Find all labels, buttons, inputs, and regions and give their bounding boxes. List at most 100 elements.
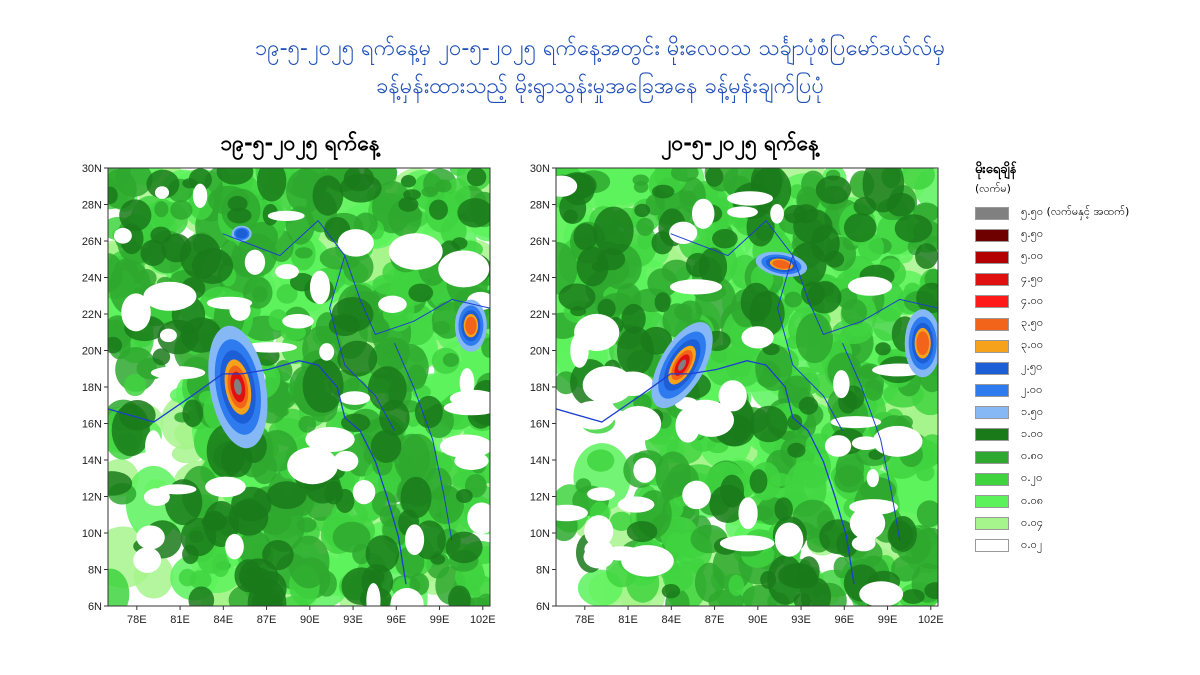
lon-tick-label: 90E xyxy=(300,614,320,626)
lat-tick-label: 16N xyxy=(530,419,550,431)
panel-title-day-1: ၁၉-၅-၂၀၂၅ ရက်နေ့ xyxy=(220,131,380,155)
legend-item: ၁.၀၀ xyxy=(975,424,1195,446)
lon-tick-label: 87E xyxy=(257,614,277,626)
legend-unit: (လက်မ) xyxy=(975,182,1011,195)
rainfall-map-day-1: 30N 28N 26N 24N 22N 20N 18N 16N 14N 12N 10N 8N 6N 78E… xyxy=(82,163,496,626)
lon-tick-label: 102E xyxy=(918,614,944,626)
lat-tick-label: 8N xyxy=(536,565,550,577)
lat-tick-label: 24N xyxy=(530,273,550,285)
legend-label: ၂.၅၀ xyxy=(1021,360,1043,374)
legend-swatch xyxy=(975,517,1009,531)
legend-swatch xyxy=(975,273,1009,287)
legend-item: ၂.၀၀ xyxy=(975,380,1195,402)
lat-tick-label: 10N xyxy=(530,528,550,540)
main-title-line-1: ၁၉-၅-၂၀၂၅ ရက်နေ့မှ ၂၀-၅-၂၀၂၅ ရက်နေ့အတွင်… xyxy=(254,36,946,61)
rainfall-map-day-2: 30N 28N 26N 24N 22N 20N 18N 16N 14N 12N 10N 8N 6N 78E… xyxy=(530,163,944,626)
legend-label: ၄.၀၀ xyxy=(1021,293,1044,307)
legend-label: ၀.၀၂ xyxy=(1021,537,1043,551)
legend-label: ၃.၀၀ xyxy=(1021,338,1044,352)
legend-item: ၀.၂၀ xyxy=(975,468,1195,490)
legend-title: မိုးရေချိန် xyxy=(975,162,1017,177)
legend-swatch xyxy=(975,228,1009,242)
legend-label: ၂.၀၀ xyxy=(1021,382,1043,396)
lat-tick-label: 14N xyxy=(530,455,550,467)
legend-item: ၀.၀၂ xyxy=(975,535,1195,557)
lat-tick-label: 12N xyxy=(82,492,102,504)
legend-label: ၅.၅၀ xyxy=(1021,227,1044,241)
lat-tick-label: 28N xyxy=(82,200,102,212)
legend-label: ၅.၀၀ xyxy=(1021,249,1044,263)
lat-tick-label: 30N xyxy=(530,163,550,175)
legend-label: ၁.၀၀ xyxy=(1021,426,1044,440)
lon-tick-label: 81E xyxy=(170,614,190,626)
legend-label: ၁.၅၀ xyxy=(1021,404,1044,418)
lat-tick-label: 16N xyxy=(82,419,102,431)
legend-swatch xyxy=(975,250,1009,264)
lat-tick-label: 22N xyxy=(82,309,102,321)
lat-tick-label: 6N xyxy=(536,601,550,613)
lat-tick-label: 12N xyxy=(530,492,550,504)
lat-tick-label: 20N xyxy=(82,346,102,358)
lat-tick-label: 10N xyxy=(82,528,102,540)
legend-swatch xyxy=(975,384,1009,398)
legend-swatch xyxy=(975,495,1009,509)
lon-tick-label: 96E xyxy=(835,614,855,626)
legend-swatch xyxy=(975,428,1009,442)
lat-tick-label: 26N xyxy=(82,236,102,248)
legend-swatch xyxy=(975,206,1009,220)
lat-tick-label: 8N xyxy=(88,565,102,577)
legend-item: ၄.၅၀ xyxy=(975,269,1195,291)
legend-label: ၀.၂၀ xyxy=(1021,471,1043,485)
legend-item: ၅.၅၀ xyxy=(975,224,1195,246)
lat-tick-label: 24N xyxy=(82,273,102,285)
lat-tick-label: 14N xyxy=(82,455,102,467)
legend-item: ၅.၅၀ (လက်မနှင့် အထက်) xyxy=(975,202,1195,224)
legend-swatch xyxy=(975,539,1009,553)
rainfall-field xyxy=(108,168,490,606)
legend-item: ၀.၈၀ xyxy=(975,446,1195,468)
legend-item: ၂.၅၀ xyxy=(975,357,1195,379)
legend-swatch xyxy=(975,472,1009,486)
lon-tick-label: 78E xyxy=(575,614,595,626)
lat-tick-label: 6N xyxy=(88,601,102,613)
legend-item: ၃.၀၀ xyxy=(975,335,1195,357)
legend-swatch xyxy=(975,450,1009,464)
legend-item: ၅.၀၀ xyxy=(975,246,1195,268)
lon-tick-label: 96E xyxy=(387,614,407,626)
lon-tick-label: 87E xyxy=(705,614,725,626)
legend-item: ၀.၀၈ xyxy=(975,490,1195,512)
legend-label: ၀.၈၀ xyxy=(1021,449,1044,463)
legend-label: ၃.၅၀ xyxy=(1021,316,1044,330)
lon-tick-label: 99E xyxy=(878,614,898,626)
legend-swatch xyxy=(975,406,1009,420)
legend-item: ၁.၅၀ xyxy=(975,402,1195,424)
rainfall-field xyxy=(556,168,938,606)
lat-tick-label: 28N xyxy=(530,200,550,212)
lon-tick-label: 84E xyxy=(214,614,234,626)
legend-item: ၀.၀၄ xyxy=(975,513,1195,535)
legend-label: ၄.၅၀ xyxy=(1021,271,1044,285)
main-title-line-2: ခန့်မှန်းထားသည့် မိုးရွာသွန်းမှုအခြေအနေ … xyxy=(375,74,824,99)
lon-tick-label: 102E xyxy=(470,614,496,626)
lat-tick-label: 18N xyxy=(82,382,102,394)
legend-swatch xyxy=(975,361,1009,375)
legend-label: ၀.၀၈ xyxy=(1021,493,1044,507)
legend-swatch xyxy=(975,295,1009,309)
legend-label: ၅.၅၀ (လက်မနှင့် အထက်) xyxy=(1021,205,1130,219)
lat-tick-label: 20N xyxy=(530,346,550,358)
rainfall-legend: မိုးရေချိန် (လက်မ) ၅.၅၀ (လက်မနှင့် အထက်)… xyxy=(975,160,1195,557)
lon-tick-label: 99E xyxy=(430,614,450,626)
lon-tick-label: 90E xyxy=(748,614,768,626)
legend-label: ၀.၀၄ xyxy=(1021,515,1044,529)
lat-tick-label: 30N xyxy=(82,163,102,175)
lon-tick-label: 93E xyxy=(343,614,363,626)
lon-tick-label: 78E xyxy=(127,614,147,626)
lat-tick-label: 18N xyxy=(530,382,550,394)
lat-tick-label: 22N xyxy=(530,309,550,321)
legend-swatch xyxy=(975,317,1009,331)
lat-tick-label: 26N xyxy=(530,236,550,248)
lon-tick-label: 84E xyxy=(662,614,682,626)
legend-item: ၄.၀၀ xyxy=(975,291,1195,313)
legend-swatch xyxy=(975,339,1009,353)
legend-item: ၃.၅၀ xyxy=(975,313,1195,335)
